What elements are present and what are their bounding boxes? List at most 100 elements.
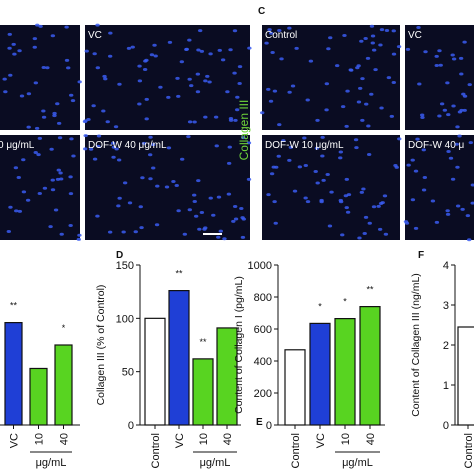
y-tick-label: 4 <box>443 260 449 272</box>
nucleus <box>70 99 76 103</box>
nucleus <box>319 198 324 202</box>
nucleus <box>58 171 63 175</box>
nucleus <box>199 49 205 53</box>
nucleus <box>96 144 101 148</box>
nucleus <box>117 196 122 200</box>
nucleus <box>187 77 192 81</box>
micrograph <box>405 135 474 240</box>
nucleus <box>45 66 50 70</box>
y-tick-label: 800 <box>254 292 272 304</box>
nucleus <box>218 229 223 233</box>
nucleus <box>141 141 147 145</box>
nucleus <box>64 25 69 29</box>
nucleus <box>55 177 61 181</box>
nucleus <box>176 209 181 213</box>
nucleus <box>199 210 205 214</box>
stain-label: Collagen III <box>237 100 251 161</box>
nucleus <box>360 118 365 122</box>
nucleus <box>154 223 160 227</box>
nucleus <box>266 87 271 91</box>
nucleus <box>237 65 243 69</box>
nucleus <box>326 47 331 51</box>
nucleus <box>83 134 88 138</box>
nucleus <box>56 168 61 172</box>
x-tick-label: 40 <box>222 433 234 445</box>
nucleus <box>370 41 375 45</box>
significance: ** <box>175 269 183 279</box>
nucleus <box>423 50 428 54</box>
nucleus <box>451 57 457 61</box>
bar <box>334 318 356 426</box>
nucleus <box>357 236 362 240</box>
nucleus <box>166 95 171 99</box>
nucleus <box>462 108 467 112</box>
nucleus <box>442 108 448 112</box>
nucleus <box>105 120 110 124</box>
x-tick-label: Control <box>463 433 474 468</box>
y-tick-label: 2 <box>443 340 449 352</box>
nucleus <box>50 178 55 182</box>
micrograph <box>0 135 80 240</box>
nucleus <box>377 227 383 231</box>
nucleus <box>19 94 25 98</box>
nucleus <box>32 37 38 41</box>
nucleus <box>460 207 465 211</box>
nucleus <box>151 143 156 147</box>
nucleus <box>422 176 428 180</box>
nucleus <box>325 172 330 176</box>
nucleus <box>77 80 82 84</box>
nucleus <box>434 220 440 224</box>
nucleus <box>461 92 466 96</box>
nucleus <box>366 152 372 156</box>
nucleus <box>76 237 82 241</box>
nucleus <box>152 43 157 47</box>
nucleus <box>445 81 450 85</box>
nucleus <box>195 72 201 76</box>
nucleus <box>56 121 62 125</box>
nucleus <box>130 45 135 49</box>
nucleus <box>33 81 39 85</box>
significance: * <box>62 323 66 333</box>
nucleus <box>92 52 97 56</box>
panel-letter: E <box>256 417 263 428</box>
nucleus <box>362 232 367 236</box>
micrograph <box>0 25 80 130</box>
nucleus <box>450 177 456 181</box>
nucleus <box>340 233 345 237</box>
nucleus <box>294 46 299 50</box>
nucleus <box>413 226 419 230</box>
nucleus <box>303 163 308 167</box>
nucleus <box>366 124 371 128</box>
nucleus <box>450 53 455 57</box>
nucleus <box>66 66 71 70</box>
nucleus <box>7 46 12 50</box>
nucleus <box>378 202 384 206</box>
nucleus <box>241 136 246 140</box>
nucleus <box>353 138 359 142</box>
nucleus <box>84 49 89 53</box>
nucleus <box>271 165 276 169</box>
nucleus <box>421 188 427 192</box>
nucleus <box>77 233 82 237</box>
nucleus <box>187 208 193 212</box>
nucleus <box>12 52 17 56</box>
y-tick-label: 200 <box>254 388 272 400</box>
nucleus <box>410 158 415 162</box>
nucleus <box>166 146 172 150</box>
nucleus <box>346 193 352 197</box>
nucleus <box>454 142 459 146</box>
nucleus <box>203 226 208 230</box>
nucleus <box>59 232 64 236</box>
nucleus <box>184 47 189 51</box>
nucleus <box>315 181 320 185</box>
nucleus <box>50 188 56 192</box>
nucleus <box>121 230 126 234</box>
nucleus <box>126 46 132 50</box>
nucleus <box>329 190 334 194</box>
nucleus <box>158 85 163 89</box>
bar <box>168 290 190 426</box>
significance: * <box>318 301 322 311</box>
nucleus <box>48 225 53 229</box>
nucleus <box>233 217 239 221</box>
nucleus <box>216 195 222 199</box>
